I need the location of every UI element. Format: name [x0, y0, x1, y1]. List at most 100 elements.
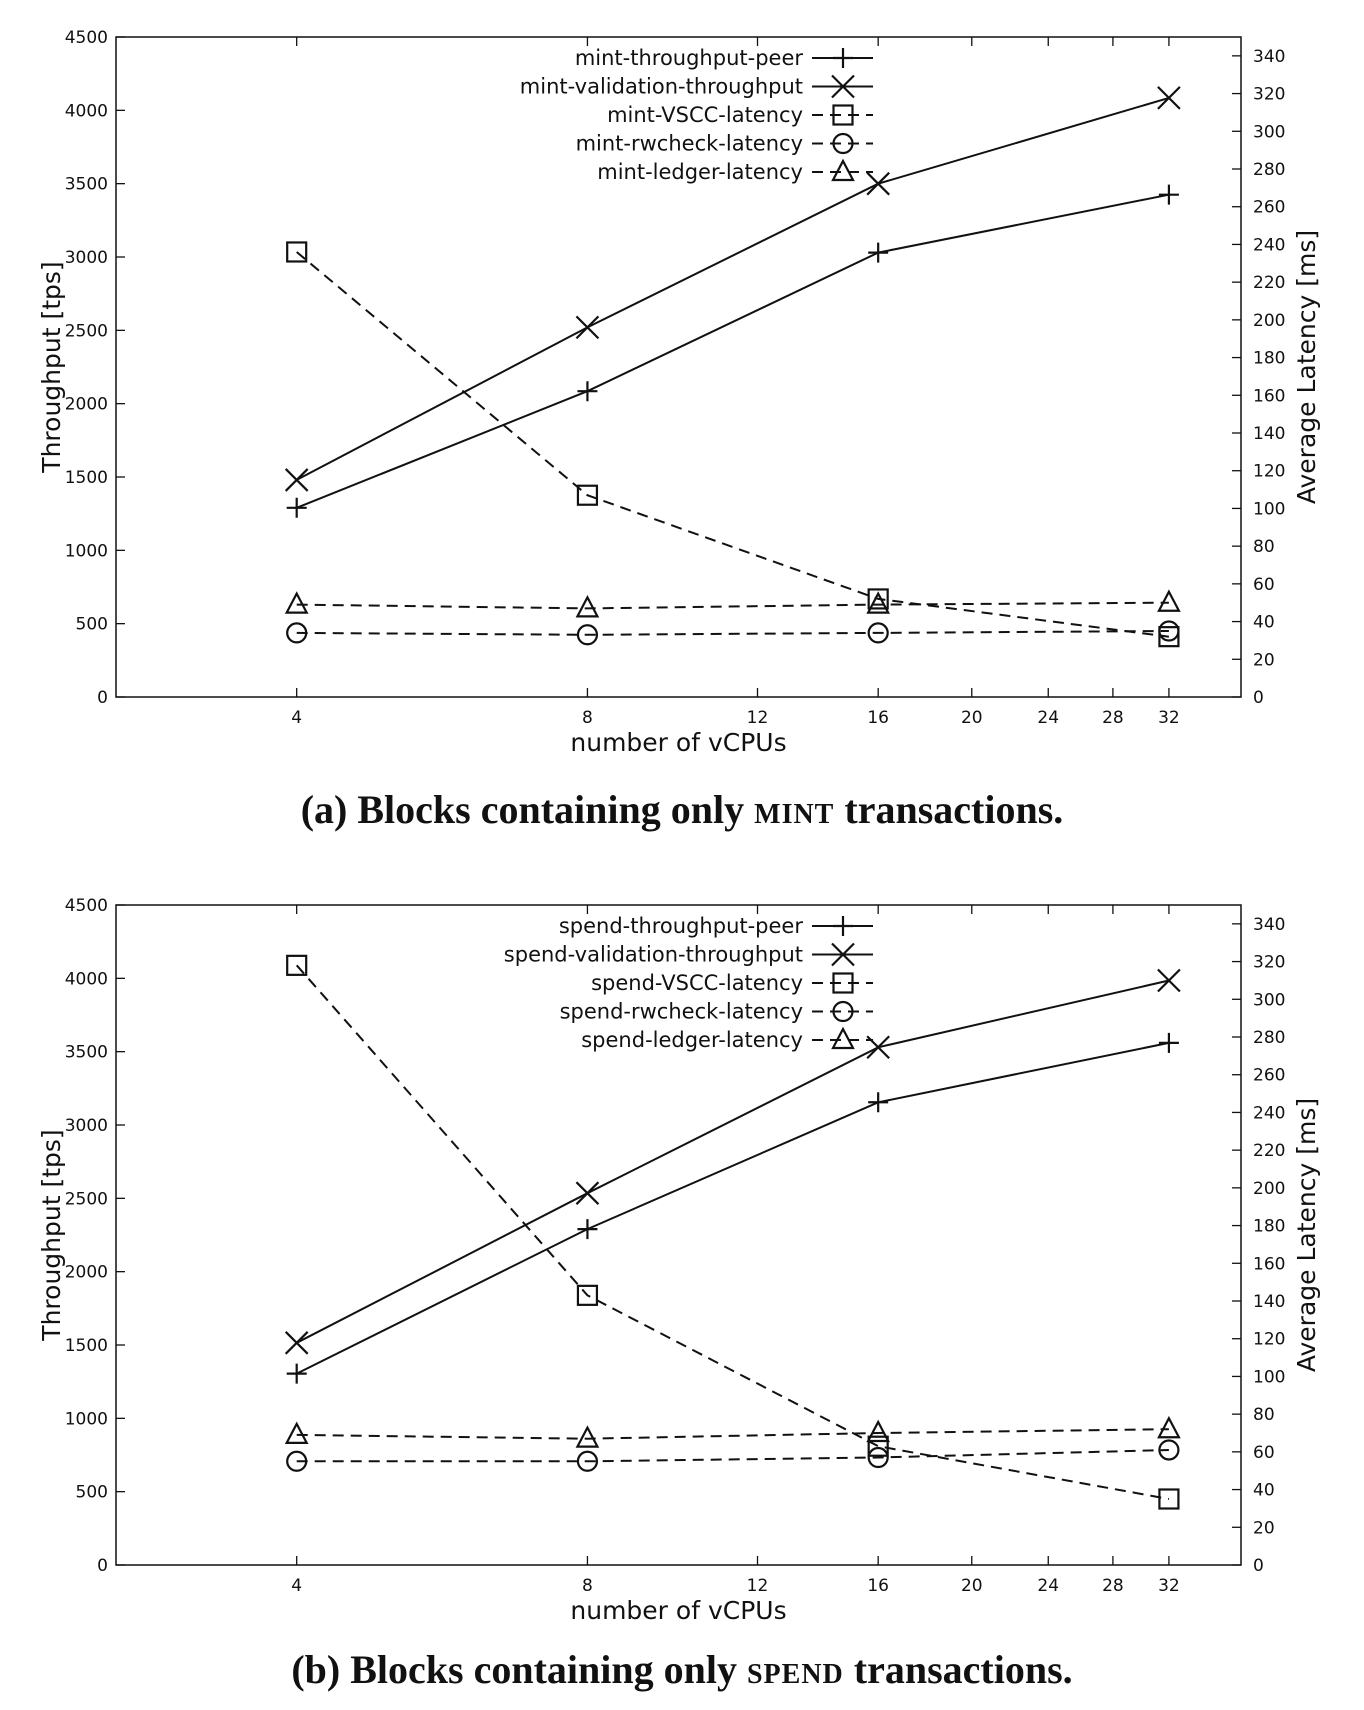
chart-a-legend-swatch-marker-shape — [832, 104, 854, 126]
chart-a-series-circle-point-shape — [576, 624, 599, 646]
chart-b-series-triangle-point-shape — [575, 1425, 600, 1448]
chart-b-ytick-label: 3000 — [65, 1116, 108, 1136]
chart-b-legend-label: spend-throughput-peer — [559, 914, 804, 938]
chart-a-series-plus-point-shape — [868, 242, 889, 263]
chart-a-xaxis-title: number of vCPUs — [570, 728, 786, 757]
chart-a: 0 500 1000 1500 2000 2500 3000 3500 4000 4500 0 20 4… — [37, 28, 1321, 757]
chart-b-legend-swatch-marker — [832, 972, 854, 994]
chart-a-series-plus-line — [296, 193, 1170, 509]
chart-b-series-cross-point — [284, 1331, 309, 1355]
caption-b-smallcaps: SPEND — [746, 1647, 844, 1692]
chart-b-series-square-point-shape — [867, 1435, 889, 1457]
chart-a-plot-frame — [115, 36, 1242, 698]
chart-a-series-cross-line — [296, 96, 1170, 481]
chart-a-series-circle-point-shape — [867, 622, 889, 644]
chart-b-series-plus-point-shape — [868, 1092, 889, 1113]
chart-a-legend-swatch-marker — [832, 132, 854, 155]
chart-b-y2tick-label: 300 — [1253, 990, 1285, 1010]
chart-a-series-circle-point-shape — [286, 622, 308, 644]
caption-b: (b) Blocks containing only SPEND transac… — [0, 1646, 1364, 1693]
chart-b-ytick-label: 1000 — [65, 1409, 108, 1429]
chart-b-y2tick-label: 260 — [1253, 1066, 1285, 1086]
caption-a: (a) Blocks containing only MINT transact… — [0, 786, 1364, 833]
chart-a-ytick-label: 1000 — [65, 541, 108, 561]
chart-a-series-circle-point — [1158, 620, 1180, 642]
chart-b-ytick-label: 0 — [97, 1556, 108, 1576]
chart-b-ytick-label: 2500 — [65, 1189, 108, 1209]
chart-a-y2tick-label: 40 — [1253, 613, 1275, 633]
chart-b-xaxis-title: number of vCPUs — [570, 1596, 786, 1625]
chart-a-series-plus-point — [286, 497, 307, 518]
chart-b-series-plus-point — [286, 1363, 307, 1384]
chart-a-ytick-label: 3500 — [65, 175, 108, 195]
chart-a-legend-label: mint-VSCC-latency — [607, 103, 803, 127]
chart-b-y2tick-label: 0 — [1253, 1556, 1264, 1576]
chart-a-y2axis-title: Average Latency [ms] — [1292, 230, 1321, 504]
chart-a-ytick-label: 4000 — [65, 101, 108, 121]
chart-a-y2tick-label: 100 — [1253, 499, 1285, 519]
chart-a-xtick-label: 20 — [961, 708, 983, 728]
chart-a-series-cross-point — [284, 468, 309, 492]
chart-b-series-cross-point — [575, 1181, 600, 1205]
caption-a-smallcaps: MINT — [754, 787, 835, 832]
chart-b-xtick-label: 20 — [961, 1576, 983, 1596]
chart-b-legend-swatch-marker-shape — [833, 916, 853, 936]
chart-b-series-square-point — [286, 954, 308, 976]
chart-b-legend-label: spend-rwcheck-latency — [560, 1000, 803, 1024]
chart-b-series-circle-point-shape — [867, 1446, 889, 1469]
chart-b-ytick-label: 500 — [76, 1483, 108, 1503]
chart-a-series-triangle-point-shape — [575, 595, 600, 618]
chart-a-legend-swatch-marker — [833, 48, 853, 68]
chart-b-legend-swatch-marker — [832, 1000, 854, 1023]
chart-a-ytick-label: 2500 — [65, 321, 108, 341]
chart-b-series-triangle-point — [284, 1421, 309, 1444]
chart-b-series-circle-point — [1158, 1439, 1180, 1461]
figure-a: 0 500 1000 1500 2000 2500 3000 3500 4000 4500 0 20 4… — [0, 28, 1364, 833]
chart-b-series-triangle-point-shape — [866, 1419, 890, 1443]
chart-b-series-square-point-shape — [576, 1284, 599, 1306]
chart-b-series-square-point — [867, 1435, 889, 1457]
chart-a-xtick-label: 28 — [1102, 708, 1124, 728]
chart-b-y2tick-label: 180 — [1253, 1217, 1285, 1237]
chart-b-ytick-label: 1500 — [65, 1336, 108, 1356]
chart-b-series-square-point — [576, 1284, 599, 1306]
chart-b-series-plus-point — [868, 1092, 889, 1113]
chart-b-y2tick-label: 340 — [1253, 915, 1285, 935]
chart-b-series-plus-line — [296, 1041, 1170, 1375]
chart-b-legend-swatch-marker — [833, 916, 853, 936]
chart-b-legend-label: spend-ledger-latency — [581, 1028, 803, 1052]
chart-a-y2tick-label: 160 — [1253, 386, 1285, 406]
chart-b-y2axis-title: Average Latency [ms] — [1292, 1098, 1321, 1372]
chart-b-legend-label: spend-VSCC-latency — [591, 971, 803, 995]
chart-a-y2tick-label: 320 — [1253, 85, 1285, 105]
chart-b-series-circle-line — [296, 1449, 1169, 1463]
chart-a-series-triangle-point-shape — [866, 591, 890, 614]
chart-a-legend-swatch-marker — [832, 104, 854, 126]
chart-b-xtick-label: 32 — [1158, 1576, 1180, 1596]
chart-b-series-triangle-point — [1157, 1415, 1181, 1439]
chart-b-xtick-label: 8 — [582, 1576, 593, 1596]
chart-a-series-square-point-shape — [576, 484, 599, 506]
chart-b-xtick-label: 4 — [291, 1576, 302, 1596]
chart-a-legend-swatch-marker-shape — [832, 132, 854, 155]
chart-b-series-cross-point-shape — [1157, 968, 1181, 993]
chart-a-series-circle-point — [867, 622, 889, 644]
chart-a-ytick-label: 1500 — [65, 468, 108, 488]
chart-b-y2tick-label: 60 — [1253, 1443, 1275, 1463]
chart-b-ytick-label: 4000 — [65, 969, 108, 989]
chart-a-xtick-label: 8 — [582, 708, 593, 728]
chart-a-series-square-point — [867, 588, 889, 610]
chart-a-ytick-label: 500 — [76, 615, 108, 635]
chart-b-yaxis-title: Throughput [tps] — [37, 1129, 66, 1341]
chart-a-y2tick-label: 140 — [1253, 424, 1285, 444]
chart-b-xtick-label: 16 — [867, 1576, 889, 1596]
chart-b-plot-frame — [115, 904, 1242, 1566]
chart-b-series-square-point-shape — [1158, 1488, 1180, 1510]
chart-a-y2tick-label: 60 — [1253, 575, 1275, 595]
chart-b-series-triangle-point-shape — [284, 1421, 309, 1444]
chart-a-series-plus-point — [1158, 184, 1179, 205]
chart-b-series-triangle-line — [296, 1428, 1169, 1440]
chart-b-series-plus-point — [577, 1219, 598, 1240]
chart-b-series-triangle-point — [575, 1425, 600, 1448]
chart-a-series-triangle-point — [1157, 589, 1181, 612]
